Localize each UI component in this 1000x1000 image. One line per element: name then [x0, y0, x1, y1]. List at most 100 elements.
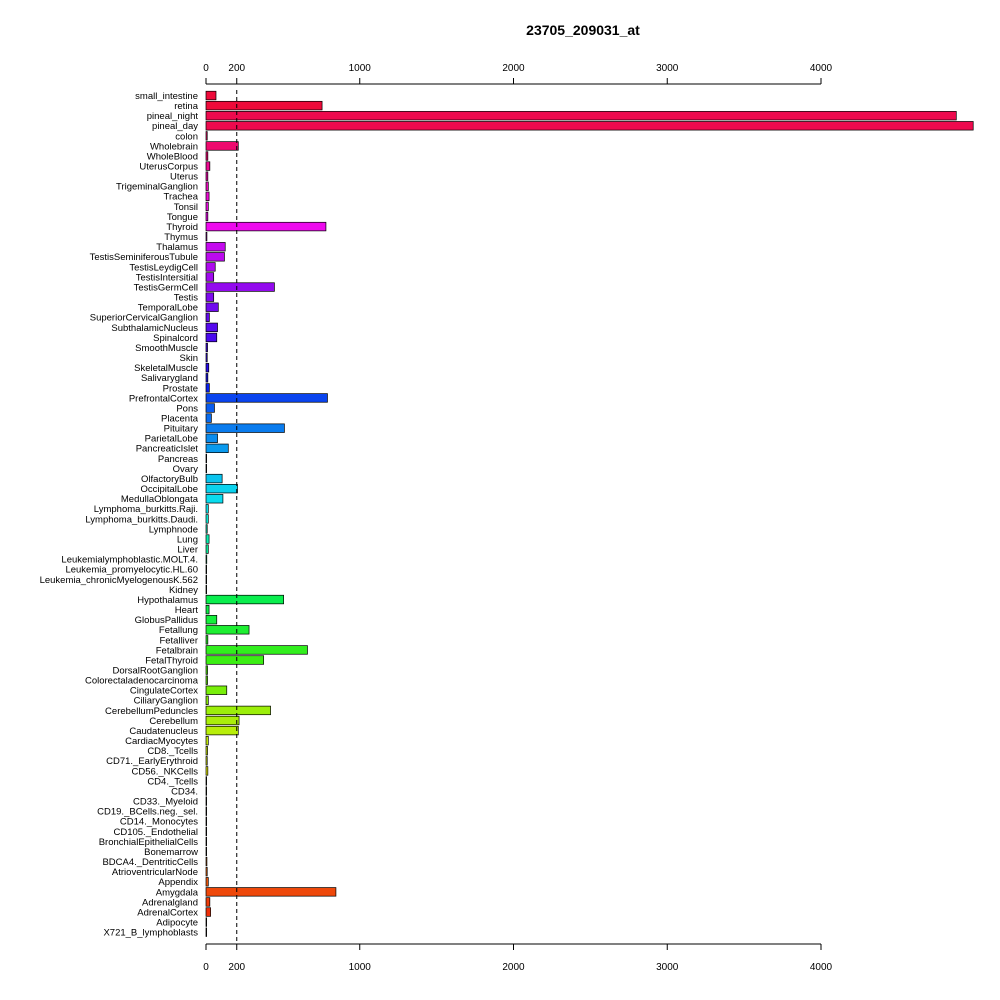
bar-SkeletalMuscle: [205, 363, 210, 373]
bar-TestisIntersitial: [205, 272, 215, 282]
category-label: CD8._Tcells: [147, 746, 198, 757]
category-label: pineal_day: [152, 121, 198, 132]
category-label: Pancreas: [158, 454, 198, 465]
bar-CD56._NKCells: [205, 766, 209, 776]
bar-Thymus: [205, 232, 208, 242]
category-label: Uterus: [170, 172, 198, 183]
category-label: Pituitary: [164, 424, 199, 435]
bar-Salivarygland: [205, 373, 209, 383]
bar-CiliaryGanglion: [205, 695, 209, 705]
category-label: Appendix: [158, 877, 198, 888]
bar-Tongue: [205, 211, 209, 222]
bar-Tonsil: [205, 201, 209, 212]
bar-SuperiorCervicalGanglion: [205, 312, 210, 322]
bar-Spinalcord: [205, 332, 218, 343]
bar-OlfactoryBulb: [205, 473, 223, 484]
bar-PrefrontalCortex: [205, 393, 328, 403]
x-axis-bottom: 0 200 1000 2000 3000 4000: [203, 943, 833, 973]
x-axis-top: 0 200 1000 2000 3000 4000: [203, 63, 833, 85]
category-label: TrigeminalGanglion: [116, 182, 198, 193]
category-label: Fetalbrain: [156, 645, 198, 656]
bar-WholeBlood: [205, 151, 209, 161]
category-label: Lymphoma_burkitts.Raji.: [94, 504, 198, 515]
bar-BronchialEpithelialCells: [205, 836, 207, 847]
category-label: SubthalamicNucleus: [111, 323, 198, 334]
bar-AdrenalCortex: [205, 907, 211, 917]
bar-Leukemialymphoblastic.MOLT.4.: [205, 554, 208, 564]
bar-Colorectaladenocarcinoma: [205, 675, 208, 685]
bar-Kidney: [205, 584, 207, 595]
category-label: CardiacMyocytes: [125, 736, 198, 747]
category-label: Lymphoma_burkitts.Daudi.: [85, 514, 198, 525]
tick-label: 3000: [656, 962, 679, 973]
bar-Adrenalgland: [205, 897, 211, 907]
bar-Lung: [205, 534, 210, 544]
category-label: BDCA4._DentriticCells: [102, 857, 198, 868]
category-label: BronchialEpithelialCells: [99, 837, 199, 848]
category-label: Spinalcord: [153, 333, 198, 344]
bar-TestisSeminiferousTubule: [205, 252, 225, 262]
bar-Liver: [205, 544, 209, 554]
category-label: DorsalRootGanglion: [112, 666, 198, 677]
category-label: CD34.: [171, 786, 198, 797]
category-label: Amygdala: [156, 887, 199, 898]
category-label: Leukemialymphoblastic.MOLT.4.: [61, 555, 198, 566]
bar-BDCA4._DentriticCells: [205, 856, 208, 867]
chart-title: 23705_209031_at: [526, 22, 640, 38]
category-label: WholeBlood: [147, 151, 198, 162]
tick-label: 1000: [349, 63, 372, 74]
category-label: Pons: [176, 403, 198, 414]
category-label: Caudatenucleus: [129, 726, 198, 737]
category-label: Lung: [177, 534, 198, 545]
bar-CD4._Tcells: [205, 776, 207, 786]
category-label: SmoothMuscle: [135, 343, 198, 354]
bar-GlobusPallidus: [205, 615, 218, 625]
bar-Ovary: [205, 463, 207, 474]
bar-Fetalbrain: [205, 645, 308, 655]
bar-CD14._Monocytes: [205, 816, 207, 826]
category-label: Skin: [180, 353, 198, 364]
category-label: Kidney: [169, 585, 198, 596]
category-label: CD33._Myeloid: [133, 797, 198, 808]
category-label: MedullaOblongata: [121, 494, 199, 505]
bar-Fetallung: [205, 625, 250, 635]
category-label: PancreaticIslet: [136, 444, 199, 455]
category-label: CingulateCortex: [130, 686, 198, 697]
bar-CD19._BCells.neg._sel.: [205, 806, 207, 816]
category-label: Leukemia_chronicMyelogenousK.562: [40, 575, 198, 586]
bar-pineal_night: [205, 111, 957, 121]
category-label: CerebellumPeduncles: [105, 706, 198, 717]
bar-colon: [205, 131, 208, 141]
category-label: Thymus: [164, 232, 198, 243]
category-label: Bonemarrow: [144, 847, 198, 858]
category-label: TestisGermCell: [134, 282, 198, 293]
category-label: Placenta: [161, 414, 199, 425]
bar-Uterus: [205, 171, 209, 181]
tick-label: 200: [228, 962, 245, 973]
tick-label: 0: [203, 63, 209, 74]
bar-Wholebrain: [205, 141, 239, 151]
category-label: Leukemia_promyelocytic.HL.60: [65, 565, 198, 576]
bar-Pituitary: [205, 423, 285, 433]
category-label: X721_B_lymphoblasts: [103, 928, 198, 939]
bar-Amygdala: [205, 887, 337, 897]
category-label: OccipitalLobe: [140, 484, 198, 495]
bar-Prostate: [205, 383, 210, 393]
bar-TrigeminalGanglion: [205, 181, 209, 191]
category-label: Testis: [174, 293, 199, 304]
category-label: OlfactoryBulb: [141, 474, 198, 485]
category-label: Tongue: [167, 212, 198, 223]
tick-label: 4000: [810, 962, 833, 973]
bar-Lymphoma_burkitts.Daudi.: [205, 514, 209, 524]
bar-X721_B_lymphoblasts: [205, 927, 207, 937]
bar-TemporalLobe: [205, 302, 219, 312]
bar-CingulateCortex: [205, 685, 228, 695]
bar-Trachea: [205, 191, 210, 201]
bar-small_intestine: [205, 90, 217, 101]
tick-label: 200: [228, 63, 245, 74]
bar-Caudatenucleus: [205, 725, 239, 736]
category-label: Adipocyte: [156, 918, 198, 929]
category-label: CD105._Endothelial: [113, 827, 198, 838]
bar-Lymphoma_burkitts.Raji.: [205, 504, 209, 514]
